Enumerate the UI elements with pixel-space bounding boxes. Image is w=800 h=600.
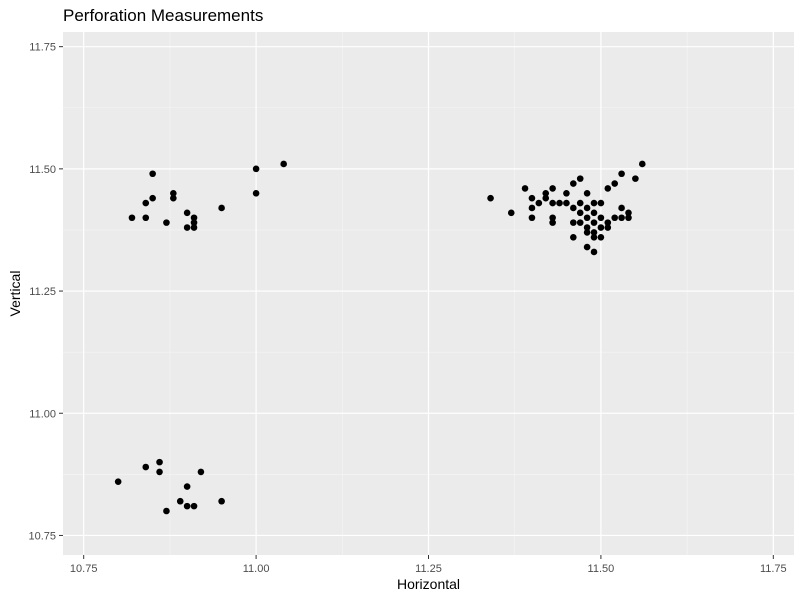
data-point xyxy=(563,189,570,197)
data-point xyxy=(528,214,536,222)
data-point xyxy=(190,224,198,231)
data-point xyxy=(632,175,639,182)
data-point xyxy=(590,219,598,226)
data-point xyxy=(183,483,191,490)
y-tick-label: 11.00 xyxy=(29,408,56,420)
data-point xyxy=(114,478,122,485)
data-point xyxy=(590,209,598,217)
data-point xyxy=(597,214,605,222)
data-point xyxy=(611,180,618,187)
data-point xyxy=(604,185,612,192)
data-point xyxy=(176,497,184,505)
data-point xyxy=(542,194,550,202)
data-point xyxy=(549,199,556,207)
data-point xyxy=(590,229,598,236)
data-point xyxy=(590,233,598,241)
data-point xyxy=(597,233,605,241)
data-point xyxy=(570,233,577,241)
data-point xyxy=(252,165,260,173)
x-tick-label: 11.75 xyxy=(760,563,787,575)
data-point xyxy=(252,189,260,197)
data-point xyxy=(549,214,556,222)
data-point xyxy=(218,497,225,505)
data-point xyxy=(576,219,584,226)
data-point xyxy=(142,463,150,471)
data-point xyxy=(604,219,612,226)
y-axis-title: Vertical xyxy=(7,271,23,317)
data-point xyxy=(583,224,591,231)
data-point xyxy=(170,194,177,202)
data-point xyxy=(583,214,591,222)
data-points xyxy=(114,160,646,515)
data-point xyxy=(583,243,591,251)
data-point xyxy=(163,507,170,515)
x-axis-ticks: 10.75 11.00 11.25 11.50 11.75 xyxy=(70,555,787,575)
data-point xyxy=(528,194,536,202)
data-point xyxy=(183,209,191,217)
y-tick-label: 11.25 xyxy=(29,286,56,298)
data-point xyxy=(170,189,177,197)
data-point xyxy=(604,224,612,231)
data-point xyxy=(576,175,584,182)
data-point xyxy=(156,458,163,466)
data-point xyxy=(149,170,156,178)
data-point xyxy=(570,204,577,212)
data-point xyxy=(183,502,191,510)
y-tick-label: 10.75 xyxy=(28,530,56,542)
x-tick-label: 11.00 xyxy=(243,563,270,575)
data-point xyxy=(576,209,584,217)
data-point xyxy=(549,219,556,226)
data-point xyxy=(183,224,191,231)
data-point xyxy=(542,189,550,197)
data-point xyxy=(563,199,570,207)
data-point xyxy=(190,214,198,222)
data-point xyxy=(618,204,625,212)
data-point xyxy=(190,219,198,226)
x-tick-label: 11.25 xyxy=(415,563,442,575)
data-point xyxy=(487,194,494,202)
data-point xyxy=(197,468,205,476)
data-point xyxy=(507,209,515,217)
data-point xyxy=(142,199,150,207)
data-point xyxy=(583,204,591,212)
chart-title: Perforation Measurements xyxy=(63,6,263,25)
data-point xyxy=(618,170,625,178)
data-point xyxy=(535,199,543,207)
data-point xyxy=(570,219,577,226)
x-tick-label: 10.75 xyxy=(70,563,98,575)
data-point xyxy=(218,204,225,212)
data-point xyxy=(163,219,170,226)
data-point xyxy=(625,209,632,217)
data-point xyxy=(549,185,556,192)
data-point xyxy=(638,160,646,168)
data-point xyxy=(570,180,577,187)
data-point xyxy=(190,502,198,510)
x-tick-label: 11.50 xyxy=(588,563,615,575)
data-point xyxy=(583,229,591,236)
data-point xyxy=(521,185,529,192)
x-axis-title: Horizontal xyxy=(397,576,460,592)
data-point xyxy=(590,248,598,256)
data-point xyxy=(280,160,287,168)
data-point xyxy=(576,199,584,207)
data-point xyxy=(618,214,625,222)
data-point xyxy=(625,214,632,222)
grid-major xyxy=(63,32,794,555)
data-point xyxy=(597,224,605,231)
data-point xyxy=(590,199,598,207)
data-point xyxy=(611,214,618,222)
data-point xyxy=(128,214,136,222)
y-tick-label: 11.75 xyxy=(29,42,56,54)
y-axis-ticks: 10.75 11.00 11.25 11.50 11.75 xyxy=(28,42,63,542)
data-point xyxy=(142,214,150,222)
data-point xyxy=(583,189,591,197)
data-point xyxy=(597,199,605,207)
y-tick-label: 11.50 xyxy=(29,164,56,176)
data-point xyxy=(149,194,156,202)
data-point xyxy=(528,204,536,212)
data-point xyxy=(556,199,563,207)
data-point xyxy=(156,468,163,476)
